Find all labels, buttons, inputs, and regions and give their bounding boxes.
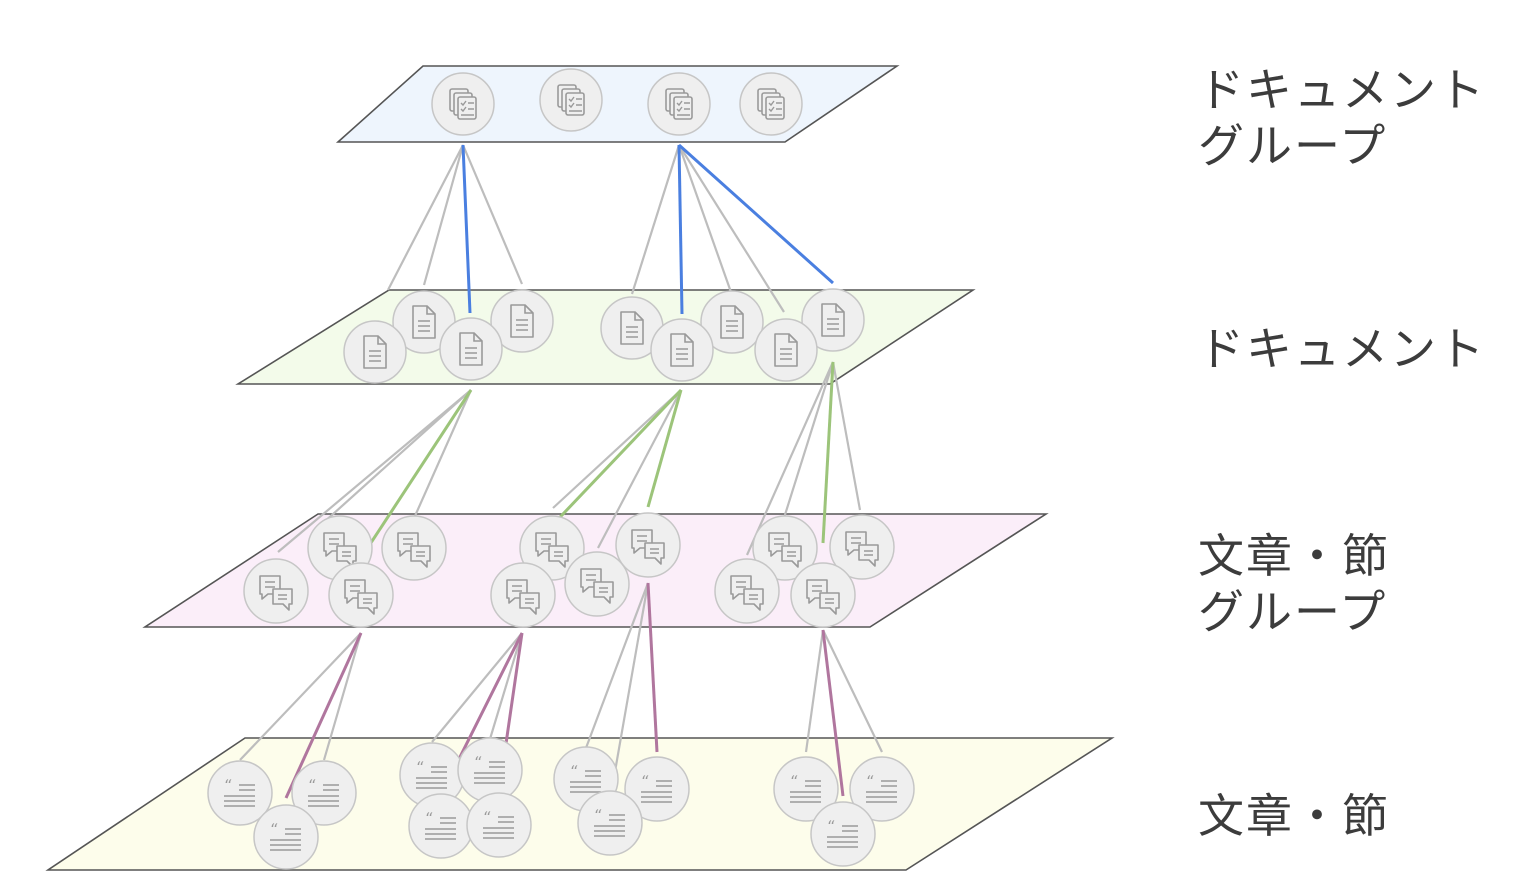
node-sentence-group-11 [714,558,780,624]
label-document-group-line1: ドキュメント [1198,63,1486,117]
node-sentence-12 [849,756,915,822]
node-sentence-1 [207,760,273,826]
node-document-8 [650,318,714,382]
label-sentence: 文章・節 [1198,788,1390,844]
node-sentence-7 [466,792,532,858]
edges-document-group [387,143,835,315]
node-document-9 [754,318,818,382]
nodes-sentence-group [243,512,895,628]
node-sentence-group-10 [829,514,895,580]
label-document-group-line2: グループ [1198,119,1388,173]
label-sentence-group-line2: グループ [1198,585,1388,639]
node-sentence-9 [624,756,690,822]
node-document-group-3 [647,72,711,136]
node-document-4 [439,317,503,381]
nodes-document [343,288,865,384]
node-sentence-group-2 [381,515,447,581]
node-sentence-group-7 [564,551,630,617]
node-document-7 [801,288,865,352]
node-sentence-group-3 [243,558,309,624]
node-document-group-2 [539,68,603,132]
node-sentence-3 [253,804,319,870]
label-sentence-line1: 文章・節 [1198,789,1390,843]
node-sentence-2 [291,760,357,826]
edges-document [277,361,862,559]
label-sentence-group-line1: 文章・節 [1198,529,1390,583]
edges-sentence-group [239,582,883,801]
node-document-3 [343,320,407,384]
node-sentence-13 [810,801,876,867]
node-sentence-group-4 [328,562,394,628]
nodes-document-group [431,68,803,136]
node-sentence-6 [408,793,474,859]
node-document-group-4 [739,72,803,136]
label-sentence-group: 文章・節 グループ [1198,528,1390,640]
node-sentence-5 [457,737,523,803]
label-document: ドキュメント [1198,321,1486,377]
node-sentence-group-6 [615,512,681,578]
node-document-group-1 [431,72,495,136]
nodes-sentence [207,737,915,870]
node-sentence-10 [577,790,643,856]
node-document-2 [490,289,554,353]
plane-document-group [335,65,900,143]
label-document-line1: ドキュメント [1198,322,1486,376]
label-document-group: ドキュメント グループ [1198,62,1486,174]
node-sentence-11 [773,756,839,822]
node-sentence-group-12 [790,562,856,628]
node-sentence-group-9 [752,515,818,581]
node-document-6 [700,290,764,354]
node-sentence-group-8 [490,562,556,628]
